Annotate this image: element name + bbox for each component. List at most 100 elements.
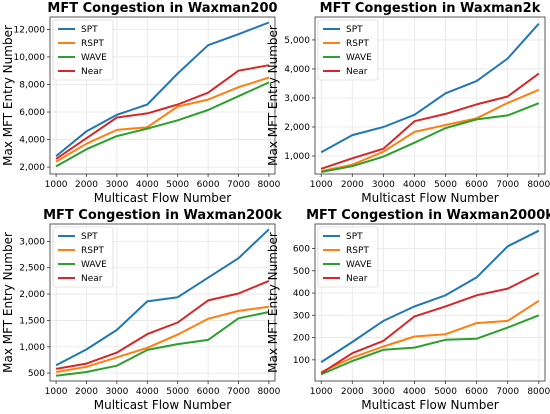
series-line-rspt	[55, 305, 270, 373]
chart-panel-3: 1000 2000 3000 4000 5000 6000 7000 8000 500 1,000…	[1, 208, 282, 412]
chart-title: MFT Congestion in Waxman2000k	[306, 208, 550, 223]
x-tick-label: 2000	[75, 180, 98, 190]
x-tick-label: 8000	[527, 180, 550, 190]
series-line-near	[55, 64, 270, 160]
chart-panel-2: 1000 2000 3000 4000 5000 6000 7000 8000 1,000 2,0…	[266, 1, 550, 205]
x-tick-label: 8000	[527, 387, 550, 397]
y-tick-label: 3,000	[284, 94, 310, 104]
x-tick-label: 3000	[372, 180, 395, 190]
chart-title: MFT Congestion in Waxman200	[47, 1, 277, 16]
y-tick-label: 8,000	[19, 80, 45, 90]
legend-label: RSPT	[81, 39, 104, 49]
legend-label: WAVE	[81, 53, 107, 63]
chart-title: MFT Congestion in Waxman200k	[43, 208, 282, 223]
legend-label: WAVE	[81, 260, 107, 270]
legend: SPT RSPT WAVE Near	[317, 226, 379, 288]
legend-box	[52, 226, 114, 288]
y-tick-label: 1,000	[284, 152, 310, 162]
y-tick-label: 4,000	[19, 136, 45, 146]
legend-label: Near	[346, 67, 368, 77]
x-tick-label: 2000	[341, 387, 364, 397]
x-tick-label: 6000	[465, 387, 488, 397]
plot-frame	[49, 16, 276, 175]
y-tick-label: 2,000	[284, 123, 310, 133]
x-tick-label: 4000	[403, 180, 426, 190]
legend-label: WAVE	[346, 260, 372, 270]
x-tick-label: 3000	[105, 180, 128, 190]
legend-label: Near	[81, 274, 103, 284]
series-line-near	[55, 279, 270, 370]
x-tick-label: 7000	[496, 387, 519, 397]
y-tick-label: 3,000	[19, 237, 45, 247]
legend-label: SPT	[346, 232, 363, 242]
x-tick-label: 8000	[257, 387, 280, 397]
legend-label: RSPT	[346, 246, 369, 256]
y-tick-label: 600	[293, 244, 310, 254]
y-tick-label: 2,000	[19, 290, 45, 300]
legend-label: SPT	[346, 25, 363, 35]
legend-label: Near	[346, 274, 368, 284]
x-tick-label: 2000	[75, 387, 98, 397]
y-tick-label: 2,500	[19, 264, 45, 274]
y-tick-label: 1,500	[19, 316, 45, 326]
plot-frame	[314, 223, 546, 382]
legend-label: RSPT	[346, 39, 369, 49]
legend-box	[52, 19, 114, 81]
legend-label: RSPT	[81, 246, 104, 256]
x-tick-label: 4000	[136, 387, 159, 397]
y-tick-label: 200	[293, 334, 310, 344]
y-tick-label: 100	[293, 356, 310, 366]
legend-label: SPT	[81, 232, 98, 242]
x-axis-label: Multicast Flow Number	[361, 398, 499, 412]
legend-box	[317, 19, 379, 81]
x-tick-label: 6000	[197, 387, 220, 397]
series-line-near	[320, 72, 540, 170]
legend-label: Near	[81, 67, 103, 77]
legend-label: SPT	[81, 25, 98, 35]
series-line-rspt	[320, 88, 540, 173]
x-tick-label: 3000	[372, 387, 395, 397]
y-tick-label: 6,000	[19, 108, 45, 118]
x-axis-label: Multicast Flow Number	[361, 191, 499, 205]
x-tick-label: 7000	[227, 180, 250, 190]
y-tick-label: 500	[28, 369, 45, 379]
series-line-spt	[320, 23, 540, 154]
series-line-rspt	[55, 76, 270, 163]
series-line-wave	[320, 314, 540, 376]
legend: SPT RSPT WAVE Near	[317, 19, 379, 81]
series-line-rspt	[320, 299, 540, 374]
x-tick-label: 1000	[45, 180, 68, 190]
legend: SPT RSPT WAVE Near	[52, 19, 114, 81]
x-axis-label: Multicast Flow Number	[94, 398, 232, 412]
chart-panel-1: 1000 2000 3000 4000 5000 6000 7000 8000 2,000 4,0…	[1, 1, 281, 205]
y-tick-label: 500	[293, 267, 310, 277]
x-tick-label: 4000	[136, 180, 159, 190]
chart-panel-4: 1000 2000 3000 4000 5000 6000 7000 8000 100 200 30…	[266, 208, 550, 412]
series-line-wave	[55, 311, 270, 377]
y-axis-label: Max MFT Entry Number	[266, 232, 280, 373]
legend: SPT RSPT WAVE Near	[52, 226, 114, 288]
x-tick-label: 7000	[227, 387, 250, 397]
y-axis-label: Max MFT Entry Number	[1, 25, 15, 166]
series-line-spt	[55, 228, 270, 367]
x-tick-label: 7000	[496, 180, 519, 190]
x-tick-label: 1000	[310, 387, 333, 397]
series-line-wave	[55, 81, 270, 168]
series-line-near	[320, 272, 540, 375]
x-tick-label: 1000	[45, 387, 68, 397]
y-axis-label: Max MFT Entry Number	[1, 232, 15, 373]
series-line-wave	[321, 102, 540, 173]
y-tick-label: 10,000	[14, 53, 46, 63]
y-tick-label: 1,000	[19, 343, 45, 353]
plot-frame	[49, 223, 276, 382]
x-tick-label: 6000	[197, 180, 220, 190]
y-tick-label: 300	[293, 311, 310, 321]
y-tick-label: 4,000	[284, 65, 310, 75]
series-line-spt	[320, 229, 540, 363]
series-line-spt	[55, 21, 270, 157]
x-tick-label: 3000	[105, 387, 128, 397]
x-tick-label: 5000	[434, 180, 457, 190]
y-tick-label: 400	[293, 289, 310, 299]
x-tick-label: 5000	[166, 180, 189, 190]
